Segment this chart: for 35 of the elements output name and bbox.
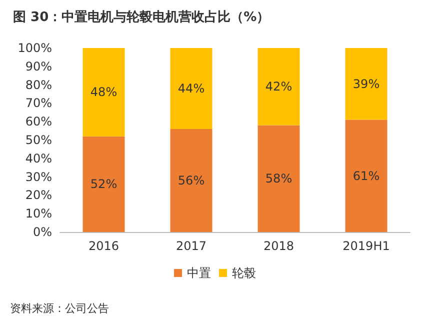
bar	[345, 120, 388, 232]
data-label: 56%	[178, 173, 205, 188]
y-tick-label: 40%	[25, 151, 52, 166]
bar	[82, 136, 125, 232]
data-label: 44%	[178, 81, 205, 96]
legend-label: 轮毂	[232, 266, 256, 280]
bar	[170, 48, 212, 129]
y-tick-label: 60%	[25, 114, 52, 129]
y-tick-label: 100%	[18, 41, 52, 55]
data-label: 61%	[352, 168, 380, 183]
bar	[82, 48, 125, 136]
chart-title: 图 30：中置电机与轮毂电机营收占比（%）	[13, 9, 270, 25]
data-label: 42%	[265, 80, 292, 94]
y-tick-label: 80%	[25, 78, 52, 92]
y-tick-label: 0%	[32, 225, 52, 239]
bar	[258, 48, 300, 126]
data-label: 39%	[352, 76, 380, 91]
y-tick-label: 10%	[25, 206, 52, 221]
y-tick-label: 50%	[25, 133, 52, 147]
y-tick-label: 90%	[25, 59, 52, 74]
legend-label: 中置	[187, 266, 211, 280]
text: 资料来源：公司公告	[10, 302, 109, 315]
x-tick-label: 2016	[88, 239, 120, 253]
x-tick-label: 2019H1	[342, 239, 390, 253]
data-label: 52%	[90, 177, 118, 192]
x-tick-label: 2017	[176, 239, 207, 253]
y-tick-label: 30%	[25, 170, 52, 184]
y-tick-label: 20%	[25, 188, 52, 202]
y-tick-label: 70%	[25, 96, 52, 110]
bar	[170, 128, 212, 232]
bar	[345, 48, 388, 120]
data-label: 48%	[90, 85, 118, 100]
data-label: 58%	[265, 172, 292, 186]
x-tick-label: 2018	[263, 239, 294, 253]
bar	[258, 125, 300, 232]
